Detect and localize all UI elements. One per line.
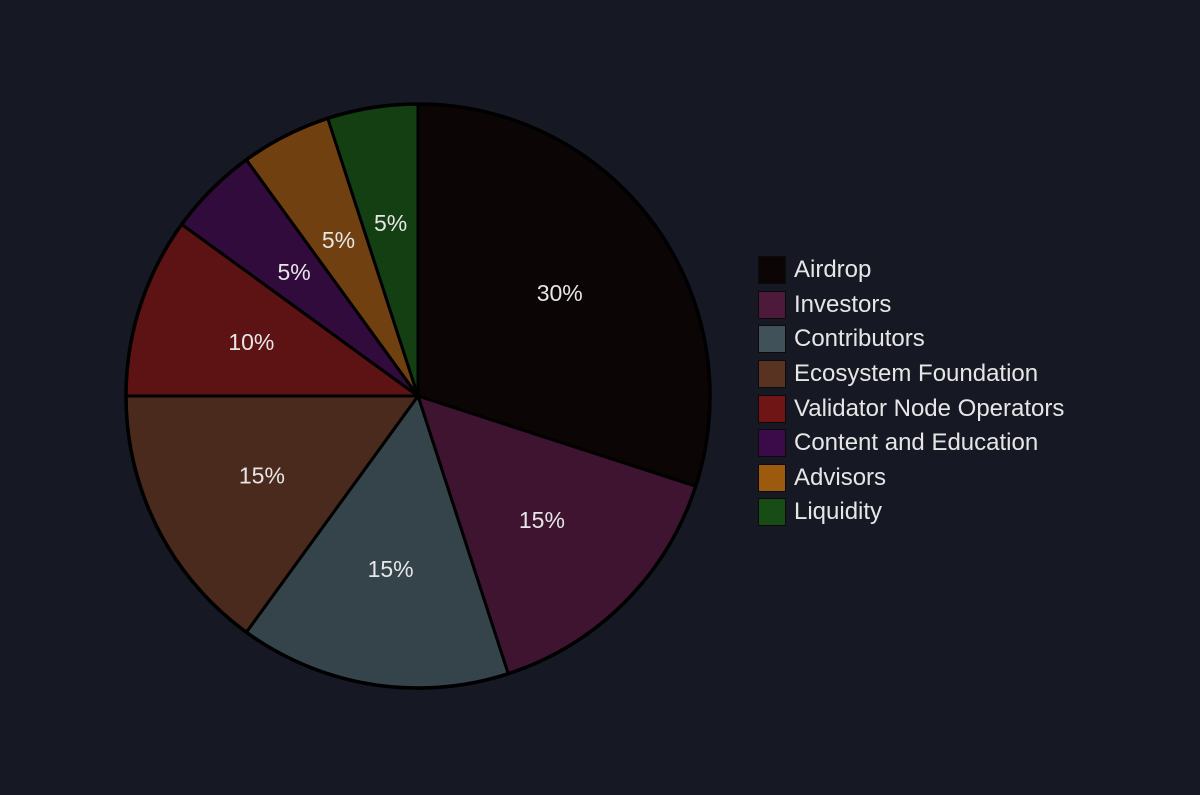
legend-label-validator-node-operators: Validator Node Operators <box>794 394 1065 422</box>
legend-swatch-airdrop <box>758 256 786 285</box>
legend-item-ecosystem-foundation: Ecosystem Foundation <box>758 357 1064 392</box>
chart-legend: Airdrop Investors Contributors Ecosystem… <box>758 253 1064 530</box>
legend-swatch-advisors <box>758 463 786 492</box>
pie-label-contributors: 15% <box>368 556 414 582</box>
legend-swatch-content-and-education <box>758 429 786 458</box>
legend-swatch-liquidity <box>758 498 786 527</box>
pie-label-validator-node-operators: 10% <box>228 329 274 355</box>
legend-swatch-ecosystem-foundation <box>758 360 786 389</box>
pie-label-advisors: 5% <box>322 227 355 253</box>
pie-label-airdrop: 30% <box>537 280 583 306</box>
legend-label-contributors: Contributors <box>794 325 925 353</box>
legend-label-ecosystem-foundation: Ecosystem Foundation <box>794 360 1039 388</box>
pie-slice-labels: 30% 15% 15% 15% 10% 5% 5% 5% <box>228 210 582 582</box>
legend-item-content-and-education: Content and Education <box>758 426 1064 461</box>
legend-item-validator-node-operators: Validator Node Operators <box>758 391 1064 426</box>
pie-label-content-and-education: 5% <box>277 259 310 285</box>
legend-label-airdrop: Airdrop <box>794 256 872 284</box>
legend-swatch-contributors <box>758 325 786 354</box>
pie-label-investors: 15% <box>519 507 565 533</box>
pie-label-ecosystem-foundation: 15% <box>239 463 285 489</box>
legend-label-investors: Investors <box>794 290 892 318</box>
pie-slices <box>124 102 712 690</box>
legend-label-liquidity: Liquidity <box>794 498 883 526</box>
legend-swatch-validator-node-operators <box>758 394 786 423</box>
legend-label-advisors: Advisors <box>794 463 887 491</box>
pie-label-liquidity: 5% <box>374 210 407 236</box>
legend-item-liquidity: Liquidity <box>758 495 1064 530</box>
legend-item-advisors: Advisors <box>758 461 1064 496</box>
legend-item-contributors: Contributors <box>758 322 1064 357</box>
legend-swatch-investors <box>758 290 786 319</box>
legend-item-investors: Investors <box>758 288 1064 323</box>
pie-outline <box>124 102 712 690</box>
legend-item-airdrop: Airdrop <box>758 253 1064 288</box>
legend-label-content-and-education: Content and Education <box>794 429 1039 457</box>
